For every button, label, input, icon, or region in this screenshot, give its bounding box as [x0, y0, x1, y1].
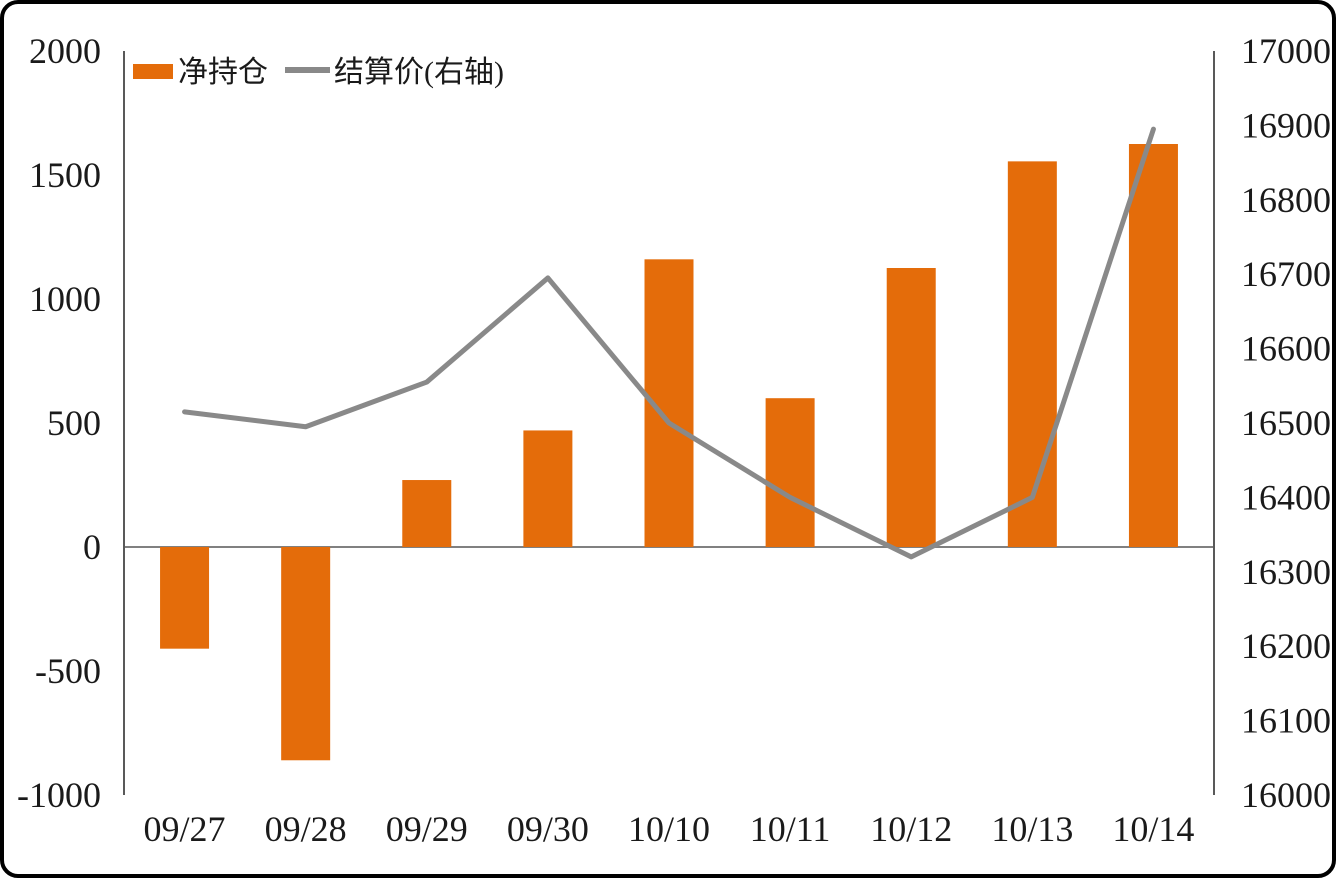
legend-label-settlement-price: 结算价(右轴): [334, 56, 504, 89]
right-axis-tick-label: 16700: [1241, 254, 1331, 294]
right-axis-tick-label: 16600: [1241, 329, 1331, 369]
bar-10/14: [1128, 144, 1178, 547]
right-axis-tick-label: 16500: [1241, 403, 1331, 443]
right-axis-tick-label: 17000: [1241, 31, 1331, 71]
bar-10/12: [886, 268, 936, 547]
x-axis-label: 09/29: [386, 809, 468, 849]
bar-09/27: [160, 547, 210, 649]
settlement-price-line: [182, 126, 1156, 560]
bar-09/28: [281, 547, 331, 761]
x-axis-label: 09/30: [507, 809, 589, 849]
right-axis-tick-label: 16100: [1241, 701, 1331, 741]
left-axis-tick-label: 0: [83, 527, 101, 567]
x-axis-label: 10/10: [628, 809, 710, 849]
x-axis-label: 10/12: [870, 809, 952, 849]
x-axis-label: 10/14: [1112, 809, 1194, 849]
combo-chart: 2000 1500 1000 500 0 -500 -1000 17000 16900 16800…: [17, 31, 1331, 849]
right-axis-tick-label: 16800: [1241, 180, 1331, 220]
right-axis-tick-label: 16300: [1241, 552, 1331, 592]
bar-10/11: [765, 398, 815, 547]
legend-bar-swatch: [133, 64, 173, 79]
left-axis-tick-label: -500: [35, 651, 101, 691]
bar-09/30: [523, 430, 573, 547]
x-axis-label: 10/13: [991, 809, 1073, 849]
right-axis-tick-label: 16200: [1241, 626, 1331, 666]
bar-09/29: [402, 480, 452, 547]
x-axis-label: 09/28: [265, 809, 347, 849]
left-axis-tick-label: 1000: [29, 279, 101, 319]
right-axis-tick-label: 16400: [1241, 477, 1331, 517]
bar-10/13: [1007, 161, 1057, 548]
left-axis-tick-label: 1500: [29, 155, 101, 195]
left-axis-tick-label: 2000: [29, 31, 101, 71]
x-axis-label: 09/27: [144, 809, 226, 849]
left-axis-tick-label: -1000: [17, 775, 101, 815]
right-axis-tick-label: 16000: [1241, 775, 1331, 815]
x-axis-label: 10/11: [750, 809, 831, 849]
legend-label-net-position: 净持仓: [178, 56, 268, 89]
right-axis-tick-label: 16900: [1241, 105, 1331, 145]
left-axis-tick-label: 500: [47, 403, 101, 443]
